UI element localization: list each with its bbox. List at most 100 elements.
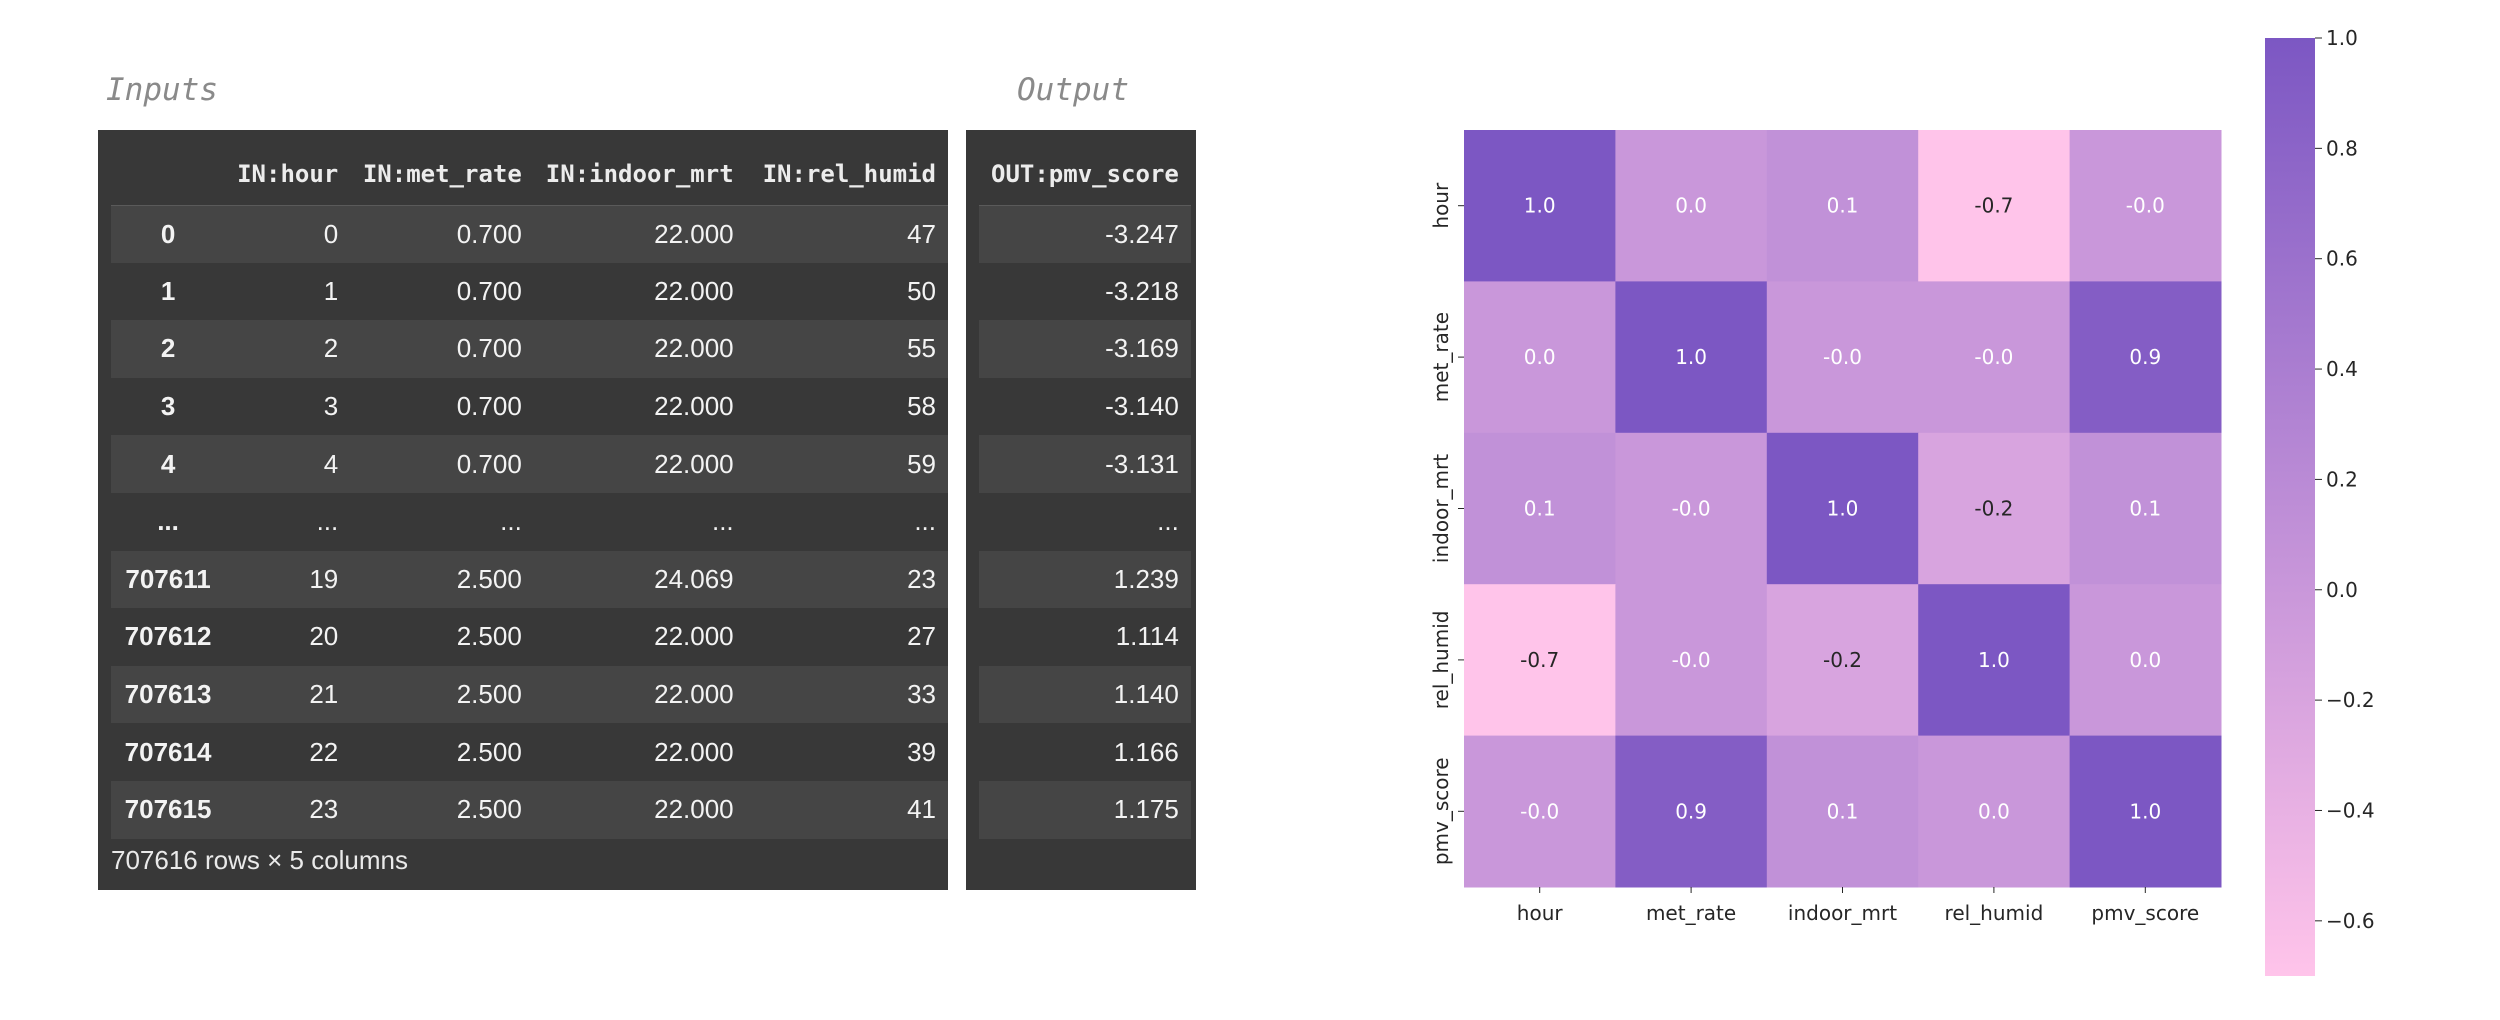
heatmap-cell xyxy=(2069,130,2222,282)
table-row: 2 2 0.700 22.000 55 xyxy=(111,320,948,378)
inputs-col-header: IN:indoor_mrt xyxy=(533,143,746,206)
rows-columns-footer: 707616 rows × 5 columns xyxy=(111,845,409,875)
table-cell: 4 xyxy=(225,435,351,493)
heatmap-cell xyxy=(1918,432,2071,585)
table-row: 1.166 xyxy=(979,723,1191,781)
table-cell: 20 xyxy=(225,608,351,666)
heatmap-cell xyxy=(1766,130,1919,282)
row-index: 707614 xyxy=(111,723,226,781)
table-row: 0 0 0.700 22.000 47 xyxy=(111,205,948,263)
heatmap-cell xyxy=(1615,281,1768,434)
inputs-col-header: IN:rel_humid xyxy=(745,143,948,206)
table-cell: 22.000 xyxy=(533,262,746,321)
heatmap-cell-label: -0.0 xyxy=(1672,497,1711,521)
inputs-col-header: IN:met_rate xyxy=(350,143,534,206)
table-cell: 27 xyxy=(745,608,948,666)
heatmap-cell xyxy=(1918,281,2071,434)
colorbar-tick-label: 0.4 xyxy=(2326,357,2358,381)
heatmap-cell xyxy=(1615,735,1768,888)
inputs-title: Inputs xyxy=(106,72,218,108)
inputs-dataframe: IN:hour IN:met_rate IN:indoor_mrt IN:rel_hu… xyxy=(98,130,948,890)
table-row: 707615 23 2.500 22.000 41 xyxy=(111,780,948,839)
x-tick-label: indoor_mrt xyxy=(1788,901,1897,925)
y-tick-label: hour xyxy=(1429,182,1453,229)
heatmap-cell-label: 0.0 xyxy=(1675,194,1707,218)
table-row: 1.239 xyxy=(979,550,1191,609)
inputs-table: IN:hour IN:met_rate IN:indoor_mrt IN:rel_hu… xyxy=(111,143,948,839)
table-cell: 1 xyxy=(225,262,351,321)
table-cell: 1.114 xyxy=(979,608,1191,666)
heatmap-cell xyxy=(2069,735,2222,888)
table-cell: 3 xyxy=(225,377,351,436)
table-cell: 2.500 xyxy=(350,780,534,839)
row-index: 3 xyxy=(111,377,226,436)
table-cell: -3.169 xyxy=(979,320,1191,378)
heatmap-cell-label: -0.2 xyxy=(1974,497,2013,521)
y-tick-label: indoor_mrt xyxy=(1429,454,1453,563)
table-cell: -3.140 xyxy=(979,377,1191,436)
table-cell: ... xyxy=(979,492,1191,551)
table-row: -3.131 xyxy=(979,435,1191,493)
heatmap-cell-label: 0.1 xyxy=(1827,194,1859,218)
table-row: 4 4 0.700 22.000 59 xyxy=(111,435,948,493)
inputs-col-header: IN:hour xyxy=(225,143,351,206)
table-cell: 55 xyxy=(745,320,948,378)
heatmap-cell xyxy=(1766,584,1919,737)
heatmap-cell-label: 0.0 xyxy=(1524,345,1556,369)
table-row: -3.218 xyxy=(979,262,1191,321)
heatmap-cell xyxy=(1918,130,2071,282)
table-cell: 22.000 xyxy=(533,608,746,666)
heatmap-cell-label: 0.0 xyxy=(1978,799,2010,823)
heatmap-cell-label: 0.0 xyxy=(2129,648,2161,672)
table-cell: 59 xyxy=(745,435,948,493)
heatmap-cell xyxy=(1615,130,1768,282)
heatmap-cell xyxy=(2069,432,2222,585)
heatmap-cell xyxy=(2069,281,2222,434)
table-cell: 23 xyxy=(745,550,948,609)
table-row: -3.169 xyxy=(979,320,1191,378)
table-row: 3 3 0.700 22.000 58 xyxy=(111,377,948,436)
heatmap-cell-label: 1.0 xyxy=(1827,497,1859,521)
table-cell: 22.000 xyxy=(533,435,746,493)
heatmap-cell-label: -0.7 xyxy=(1520,648,1559,672)
table-cell: 24.069 xyxy=(533,550,746,609)
table-cell: 21 xyxy=(225,665,351,724)
x-tick-label: hour xyxy=(1517,901,1564,925)
heatmap-cell-label: -0.0 xyxy=(1672,648,1711,672)
colorbar-tick-label: 0.2 xyxy=(2326,467,2358,491)
heatmap-cell xyxy=(1464,735,1616,888)
y-tick-label: rel_humid xyxy=(1429,611,1453,710)
heatmap-cell-label: -0.7 xyxy=(1974,194,2013,218)
table-row: 707614 22 2.500 22.000 39 xyxy=(111,723,948,781)
table-cell: ... xyxy=(350,492,534,551)
table-cell: 22.000 xyxy=(533,320,746,378)
heatmap-cell xyxy=(1464,130,1616,282)
colorbar-ticks: 1.0 0.8 0.6 0.4 0.2 0.0 −0.2 −0.4 −0.6 xyxy=(2315,26,2375,933)
table-cell: 1.140 xyxy=(979,665,1191,724)
heatmap-cell-label: 0.9 xyxy=(2129,345,2161,369)
table-cell: 23 xyxy=(225,780,351,839)
heatmap-x-tick-labels: hour met_rate indoor_mrt rel_humid pmv_score xyxy=(1517,887,2199,925)
heatmap-cell-label: 1.0 xyxy=(1675,345,1707,369)
table-cell: 1.175 xyxy=(979,780,1191,839)
row-index: 707615 xyxy=(111,780,226,839)
table-cell: -3.247 xyxy=(979,205,1191,263)
colorbar-tick-label: 0.8 xyxy=(2326,136,2358,160)
table-cell: 41 xyxy=(745,780,948,839)
table-row: 1.175 xyxy=(979,780,1191,839)
heatmap-cell-label: 1.0 xyxy=(2129,799,2161,823)
heatmap-cell-label: -0.0 xyxy=(1520,799,1559,823)
heatmap-cell-label: 0.1 xyxy=(1524,497,1556,521)
row-index: 707613 xyxy=(111,665,226,724)
output-table: OUT:pmv_score -3.247 -3.218 -3.169 -3.140 -3… xyxy=(979,143,1191,839)
table-row: 1.114 xyxy=(979,608,1191,666)
heatmap-cell-label: 1.0 xyxy=(1524,194,1556,218)
inputs-col-header xyxy=(111,143,226,206)
heatmap-cell xyxy=(2069,584,2222,737)
table-cell: ... xyxy=(533,492,746,551)
table-cell: 22.000 xyxy=(533,205,746,263)
row-index: 1 xyxy=(111,262,226,321)
x-tick-label: met_rate xyxy=(1646,901,1736,925)
row-index: ... xyxy=(111,492,226,551)
heatmap-cell-label: -0.0 xyxy=(1974,345,2013,369)
